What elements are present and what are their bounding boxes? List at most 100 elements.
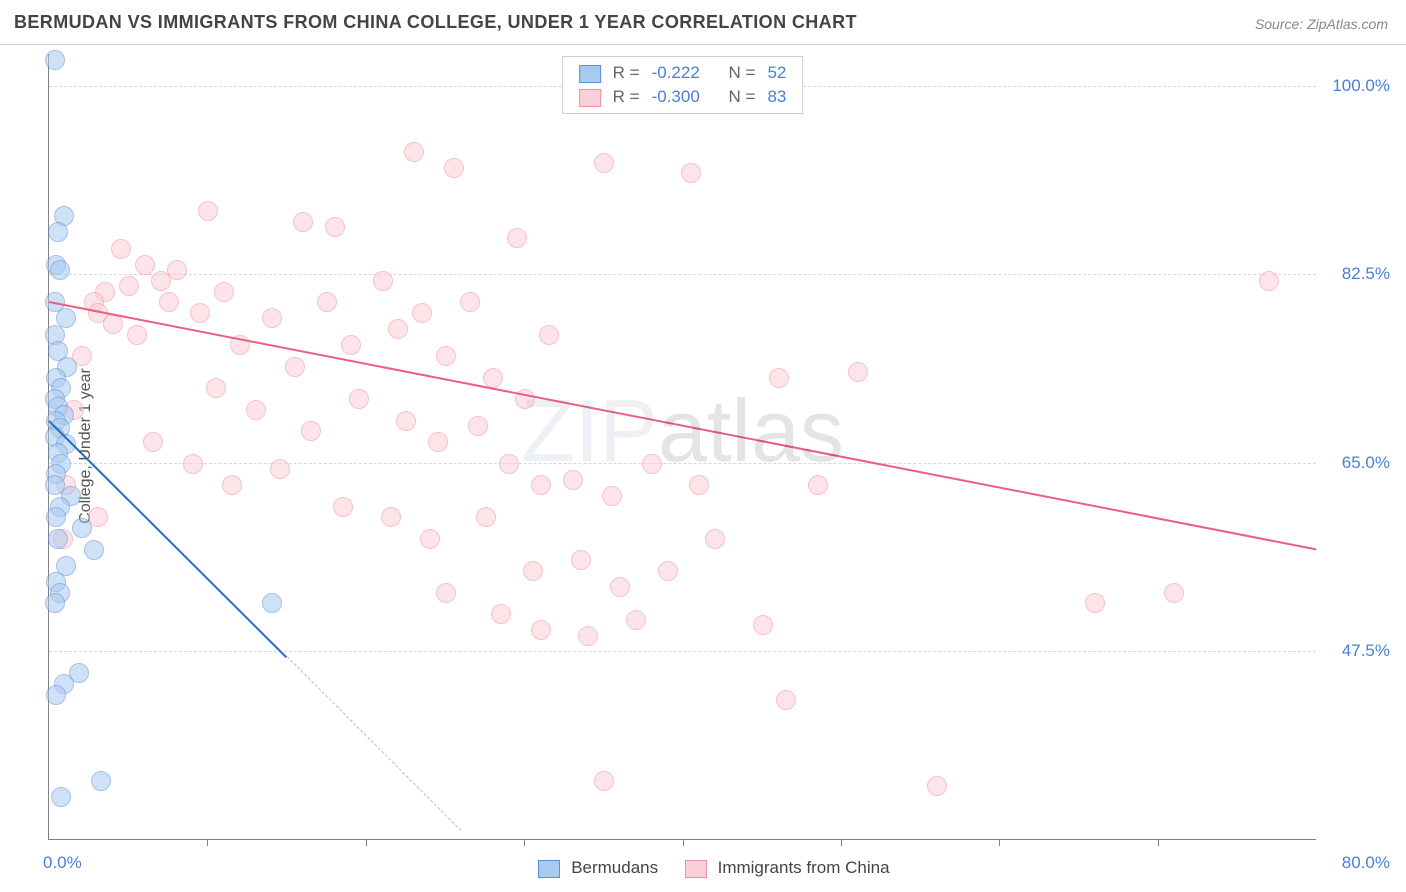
data-point [626,610,646,630]
data-point [602,486,622,506]
data-point [428,432,448,452]
x-tick [524,839,525,846]
data-point [776,690,796,710]
data-point [91,771,111,791]
data-point [341,335,361,355]
data-point [50,260,70,280]
data-point [436,583,456,603]
data-point [468,416,488,436]
data-point [183,454,203,474]
data-point [476,507,496,527]
data-point [214,282,234,302]
legend-row-b: R = -0.300 N = 83 [573,85,793,109]
data-point [523,561,543,581]
source-prefix: Source: [1255,16,1307,32]
data-point [658,561,678,581]
data-point [72,518,92,538]
data-point [571,550,591,570]
legend-label-b: Immigrants from China [718,858,890,877]
x-tick [207,839,208,846]
data-point [190,303,210,323]
data-point [45,50,65,70]
data-point [420,529,440,549]
y-tick-label: 100.0% [1324,76,1390,96]
header: BERMUDAN VS IMMIGRANTS FROM CHINA COLLEG… [0,0,1406,45]
data-point [262,308,282,328]
gridline [49,274,1316,275]
r-label-b: R = [607,85,646,109]
r-value-a: -0.222 [646,61,706,85]
data-point [927,776,947,796]
data-point [808,475,828,495]
data-point [119,276,139,296]
data-point [689,475,709,495]
data-point [1085,593,1105,613]
data-point [483,368,503,388]
data-point [848,362,868,382]
data-point [198,201,218,221]
data-point [46,685,66,705]
data-point [293,212,313,232]
data-point [578,626,598,646]
data-point [753,615,773,635]
data-point [769,368,789,388]
data-point [325,217,345,237]
x-tick [1158,839,1159,846]
n-label-b: N = [723,85,762,109]
data-point [222,475,242,495]
data-point [610,577,630,597]
y-tick-label: 82.5% [1324,264,1390,284]
swatch-a-icon [579,65,601,83]
data-point [444,158,464,178]
data-point [531,620,551,640]
swatch-b-icon [685,860,707,878]
data-point [491,604,511,624]
trend-line [286,656,461,831]
correlation-legend: R = -0.222 N = 52 R = -0.300 N = 83 [562,56,804,114]
data-point [642,454,662,474]
source-name: ZipAtlas.com [1307,16,1388,32]
data-point [436,346,456,366]
data-point [333,497,353,517]
data-point [507,228,527,248]
data-point [396,411,416,431]
data-point [48,529,68,549]
scatter-plot: ZIPatlas R = -0.222 N = 52 R = -0.300 N … [48,54,1316,840]
trend-line [49,301,1316,550]
data-point [48,222,68,242]
data-point [135,255,155,275]
data-point [705,529,725,549]
data-point [270,459,290,479]
data-point [499,454,519,474]
data-point [151,271,171,291]
n-value-a: 52 [761,61,792,85]
n-label-a: N = [723,61,762,85]
data-point [262,593,282,613]
data-point [301,421,321,441]
legend-row-a: R = -0.222 N = 52 [573,61,793,85]
source-credit: Source: ZipAtlas.com [1255,16,1388,32]
r-value-b: -0.300 [646,85,706,109]
data-point [1259,271,1279,291]
gridline [49,463,1316,464]
series-legend: Bermudans Immigrants from China [0,858,1406,878]
y-tick-label: 47.5% [1324,641,1390,661]
data-point [111,239,131,259]
data-point [349,389,369,409]
data-point [285,357,305,377]
data-point [460,292,480,312]
watermark: ZIPatlas [521,380,844,482]
data-point [539,325,559,345]
data-point [381,507,401,527]
data-point [206,378,226,398]
data-point [51,787,71,807]
x-tick [683,839,684,846]
data-point [317,292,337,312]
chart-title: BERMUDAN VS IMMIGRANTS FROM CHINA COLLEG… [14,12,857,33]
r-label-a: R = [607,61,646,85]
y-tick-label: 65.0% [1324,453,1390,473]
data-point [531,475,551,495]
data-point [127,325,147,345]
x-tick [999,839,1000,846]
data-point [404,142,424,162]
